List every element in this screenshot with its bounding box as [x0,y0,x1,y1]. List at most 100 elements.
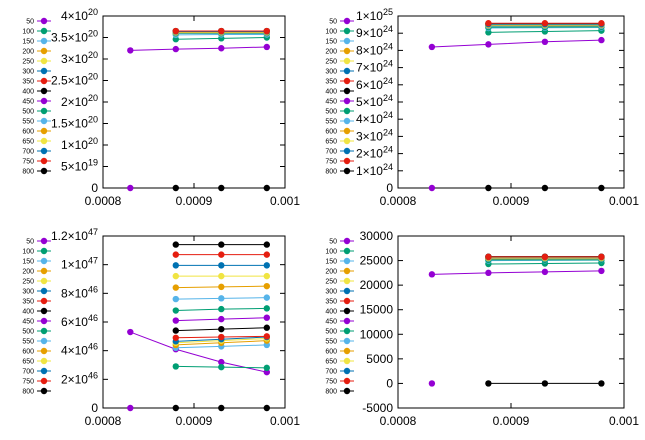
legend-marker [40,157,48,165]
data-point [541,268,549,276]
legend-label: 600 [325,129,337,136]
legend-label: 550 [22,119,34,126]
legend-marker [343,87,351,95]
x-tick-label: 0.0009 [493,414,530,428]
legend-marker [343,107,351,115]
y-tick-label: 5×1019 [61,158,98,174]
data-point [598,36,605,44]
data-point [263,262,270,269]
legend-label: 800 [325,169,337,176]
data-point [172,262,179,269]
series-450 [428,184,436,192]
y-tick-label: 9×1024 [356,24,393,40]
legend-label: 700 [22,369,34,376]
data-point [218,262,225,269]
legend-marker [343,257,351,265]
y-tick-label: 0 [386,181,393,195]
data-point [263,294,270,301]
legend-label: 700 [325,369,337,376]
y-tick-label: 6×1046 [61,313,98,329]
y-tick-label: 2×1024 [356,145,393,161]
data-point [541,380,549,387]
legend-label: 800 [22,389,34,396]
legend-marker [40,17,48,25]
y-tick-label: 1×1047 [61,256,98,272]
legend-marker [40,387,48,395]
series-line [130,46,267,51]
data-point [218,333,225,341]
data-point [172,251,179,258]
series-600 [172,282,270,291]
legend-marker [40,327,48,335]
legend-marker [40,307,48,315]
x-tick-label: 0.0008 [380,194,417,208]
x-tick-label: 0.0009 [176,194,213,208]
legend-label: 50 [26,19,34,26]
legend-label: 500 [325,109,337,116]
data-point [172,363,179,370]
legend-label: 350 [22,299,34,306]
legend-marker [343,327,351,335]
x-tick-label: 0.001 [609,194,639,208]
data-point [218,27,225,35]
series-500 [172,305,270,314]
legend-label: 500 [325,329,337,336]
legend-marker [343,97,351,105]
legend-label: 550 [325,119,337,126]
legend-marker [343,67,351,75]
legend-marker [343,137,351,145]
legend-marker [343,347,351,355]
data-point [263,272,270,280]
data-point [218,325,225,333]
data-point [428,43,436,51]
series-50 [127,43,270,54]
data-point [263,184,270,192]
legend-label: 600 [325,349,337,356]
legend-marker [40,137,48,145]
legend-marker [40,357,48,365]
data-point [541,184,549,192]
legend-label: 250 [325,279,337,286]
series-450 [172,314,270,324]
legend-marker [343,77,351,85]
legend-marker [343,57,351,65]
legend-marker [40,57,48,65]
data-point [218,404,225,412]
data-point [218,184,225,192]
legend-marker [343,277,351,285]
legend-label: 550 [325,339,337,346]
legend-label: 100 [22,29,34,36]
legend-marker [343,377,351,385]
legend-label: 400 [22,89,34,96]
y-tick-label: 20000 [360,278,394,292]
legend-label: 150 [22,259,34,266]
legend-marker [40,277,48,285]
data-point [172,184,179,192]
legend-marker [40,267,48,275]
legend-marker [40,337,48,345]
legend-marker [343,127,351,135]
series-800 [485,184,605,192]
plot-frame [102,15,286,189]
data-point [127,47,134,54]
series-50 [428,36,605,51]
legend: 50 100 150 200 250 300 350 400 450 500 550 600 650 70… [22,237,51,396]
legend-label: 600 [22,129,34,136]
legend-label: 650 [325,359,337,366]
data-point [485,20,492,27]
y-tick-label: 25000 [360,254,394,268]
legend-marker [40,77,48,85]
y-tick-label: 1×1024 [356,162,393,178]
data-point [263,27,270,35]
legend-label: 800 [325,389,337,396]
legend-label: 400 [22,309,34,316]
series-450 [127,404,134,412]
series-650 [172,272,270,280]
data-point [598,20,605,27]
legend-label: 200 [22,49,34,56]
y-tick-label: 10000 [360,327,394,341]
legend-marker [40,147,48,155]
legend-marker [343,297,351,305]
data-point [263,333,270,340]
data-point [263,241,270,248]
